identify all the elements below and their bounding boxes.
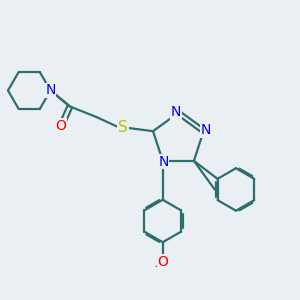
Text: N: N bbox=[158, 154, 169, 169]
Text: O: O bbox=[56, 119, 67, 133]
Text: O: O bbox=[157, 255, 168, 269]
Text: N: N bbox=[171, 105, 181, 119]
Text: N: N bbox=[201, 124, 211, 137]
Text: N: N bbox=[45, 83, 56, 98]
Text: N: N bbox=[45, 83, 56, 98]
Text: S: S bbox=[118, 120, 128, 135]
